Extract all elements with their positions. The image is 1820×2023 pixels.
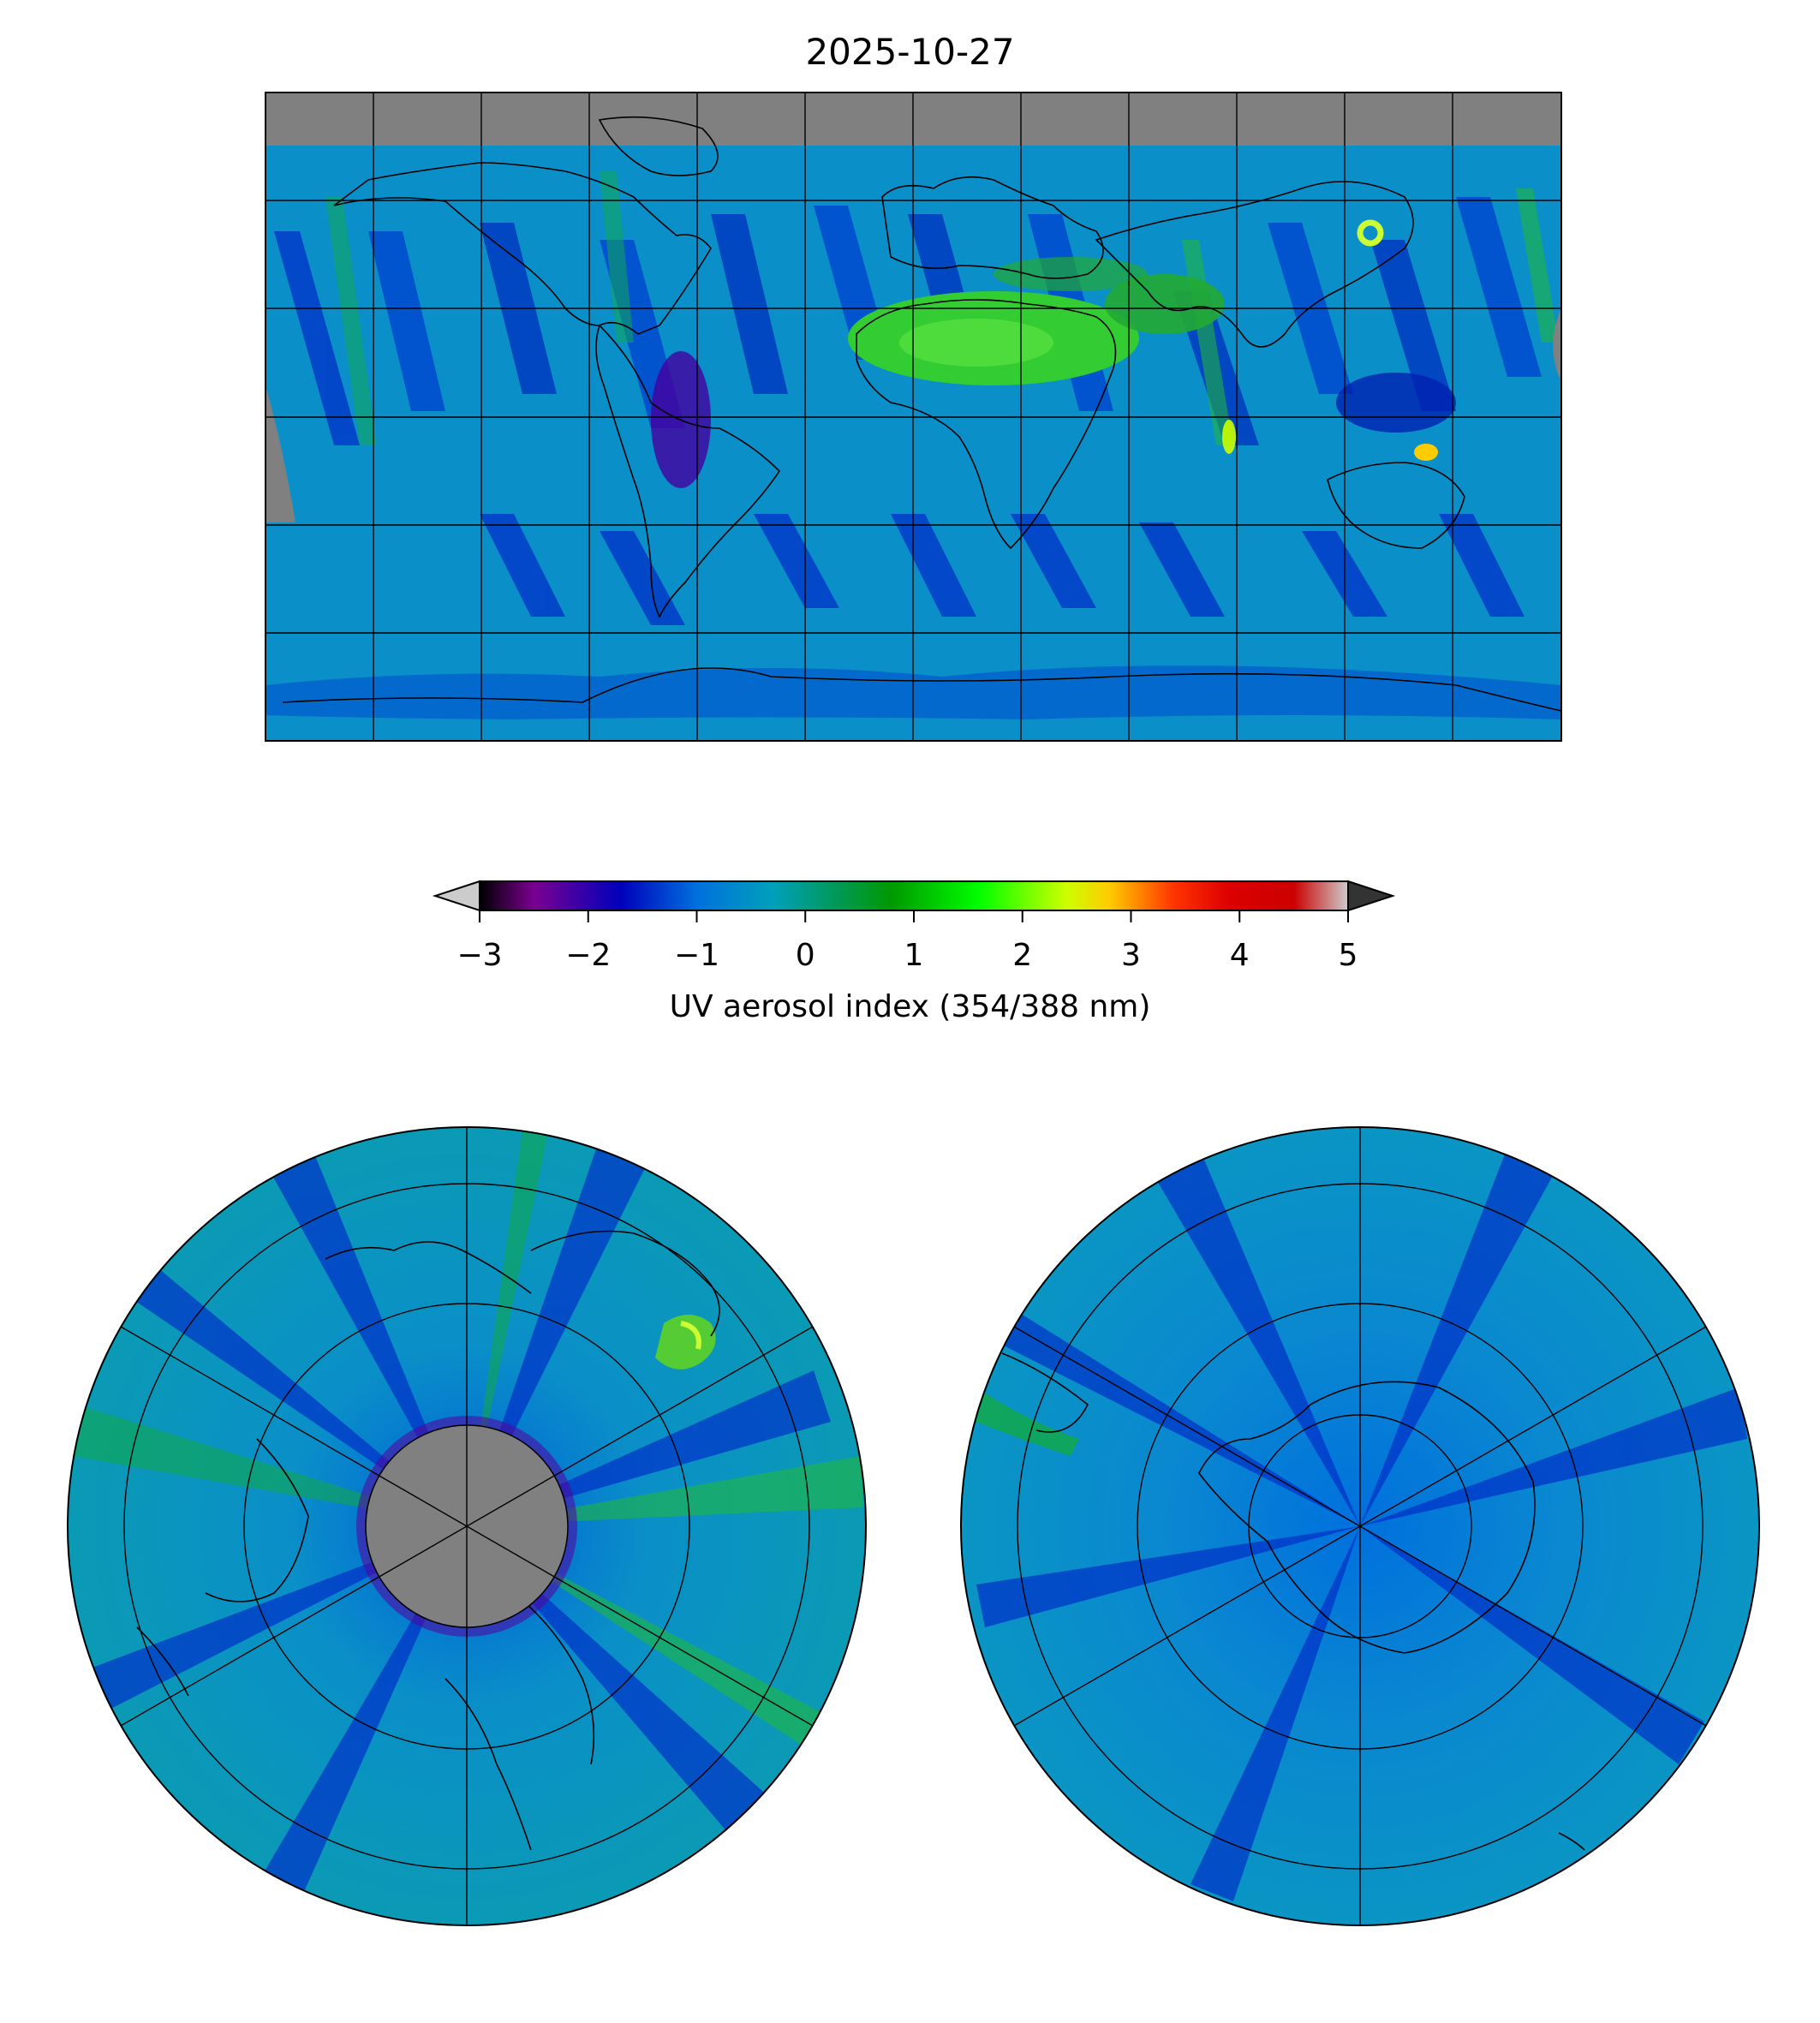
north-polar-map [68, 1127, 866, 1925]
global-map [266, 92, 1561, 741]
global-map-frame [265, 92, 1562, 742]
colorbar-tick-label: −3 [456, 938, 503, 973]
np-graticule [120, 1127, 814, 1925]
coastlines [282, 116, 1561, 712]
colorbar-tick-label: 1 [904, 938, 924, 973]
colorbar-tick-label: 4 [1229, 938, 1250, 973]
colorbar-tick-label: 3 [1121, 938, 1141, 973]
south-polar-frame [960, 1126, 1760, 1926]
colorbar-tick-label: 0 [795, 938, 815, 973]
colorbar-over-extension [1347, 880, 1396, 912]
north-polar-frame [67, 1126, 867, 1926]
east-asia-plume [1357, 219, 1384, 247]
colorbar-under-extension [432, 880, 480, 912]
sp-coastlines [1001, 1352, 1585, 1851]
sp-graticule [1013, 1127, 1707, 1925]
sp-swaths [976, 1148, 1747, 1901]
np-coastlines [136, 1230, 720, 1851]
australia-hotspot [1414, 444, 1438, 461]
figure-title: 2025-10-27 [805, 31, 1015, 73]
global-graticule [266, 92, 1561, 741]
colorbar-label: UV aerosol index (354/388 nm) [669, 989, 1151, 1024]
colorbar-tick-label: 5 [1338, 938, 1358, 973]
colorbar-ticks [479, 910, 1349, 922]
colorbar-tick-label: 2 [1012, 938, 1033, 973]
colorbar-tick-label: −2 [565, 938, 612, 973]
south-polar-map [961, 1127, 1759, 1925]
colorbar-tick-label: −1 [673, 938, 720, 973]
colorbar-bar [480, 881, 1348, 910]
colorbar [432, 880, 1396, 922]
